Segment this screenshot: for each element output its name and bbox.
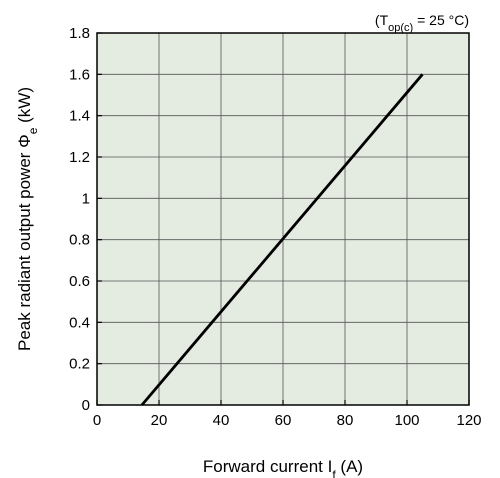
y-tick-label: 1.8: [69, 25, 90, 42]
y-axis-title-unit: (kW): [15, 87, 34, 128]
y-tick-label: 1.2: [69, 149, 90, 166]
condition-prefix: (T: [375, 12, 389, 28]
x-tick-label: 40: [213, 412, 230, 429]
x-tick-label: 80: [337, 412, 354, 429]
x-tick-label: 100: [394, 412, 419, 429]
y-axis-title-text: Peak radiant output power Φ: [15, 134, 34, 351]
series-layer: [140, 73, 424, 406]
y-tick-label: 0.4: [69, 314, 90, 331]
x-axis-ticks: 0 20 40 60 80 100 120: [93, 400, 482, 429]
x-tick-label: 120: [456, 412, 481, 429]
y-tick-label: 0.6: [69, 273, 90, 290]
measurement-condition: (Top(c) = 25 °C): [375, 12, 469, 34]
y-tick-label: 0: [82, 397, 90, 414]
x-tick-label: 60: [275, 412, 292, 429]
y-tick-label: 1: [82, 190, 90, 207]
y-tick-label: 1.4: [69, 108, 90, 125]
y-axis-title: Peak radiant output power Φe (kW): [15, 87, 40, 351]
series-line-1: [140, 73, 424, 406]
x-axis-title-text: Forward current I: [203, 457, 332, 476]
x-tick-label: 0: [93, 412, 101, 429]
y-tick-label: 0.8: [69, 232, 90, 249]
x-axis-title-unit: (A): [336, 457, 363, 476]
x-axis-title: Forward current If (A): [203, 457, 363, 478]
y-tick-label: 0.2: [69, 356, 90, 373]
x-axis-title-subscript: f: [332, 468, 336, 478]
condition-subscript: op(c): [388, 22, 413, 34]
y-tick-label: 1.6: [69, 66, 90, 83]
x-tick-label: 20: [151, 412, 168, 429]
y-axis-ticks: 0 0.2 0.4 0.6 0.8 1 1.2 1.4 1.6 1.8: [69, 25, 102, 414]
grid: [97, 33, 469, 405]
y-axis-title-subscript: e: [26, 127, 40, 134]
condition-suffix: = 25 °C): [413, 12, 469, 28]
